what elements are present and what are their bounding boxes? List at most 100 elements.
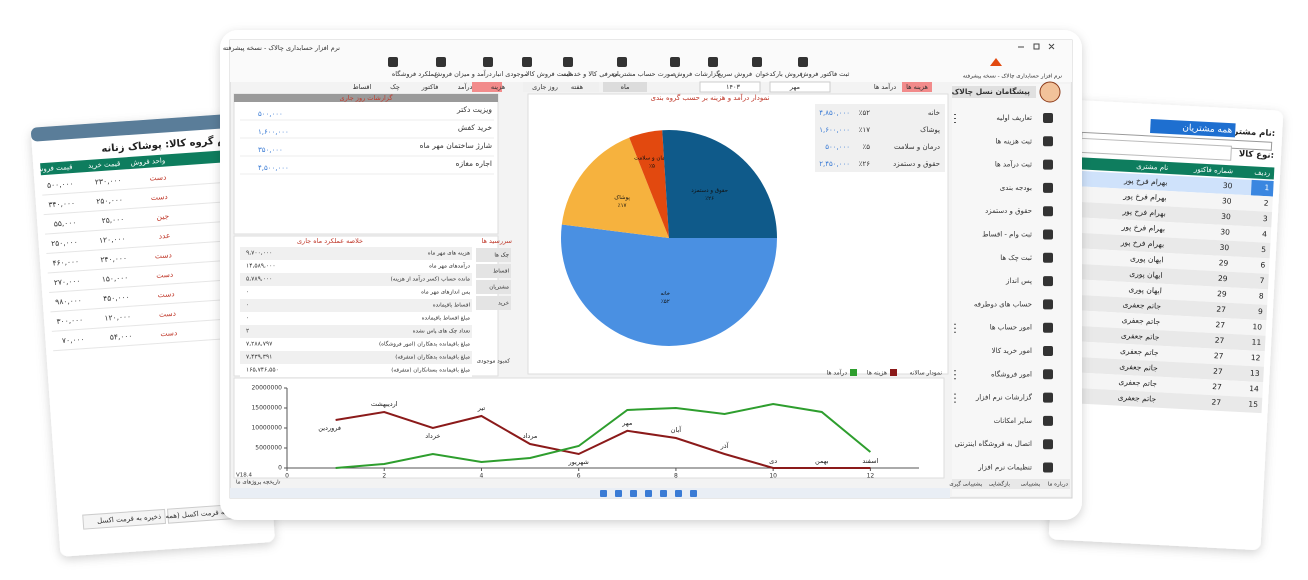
menu-item[interactable]: سایر امکانات bbox=[994, 417, 1033, 425]
menu-icon bbox=[1043, 276, 1053, 287]
period-tab[interactable]: ماه bbox=[621, 83, 630, 91]
tab[interactable]: هزینه ها bbox=[906, 83, 928, 91]
menu-item[interactable]: بودجه بندی bbox=[1000, 184, 1032, 192]
footer-link[interactable]: بازگشایی bbox=[989, 481, 1011, 488]
stock-item: کمبود موجودی bbox=[477, 358, 511, 365]
x-tick-label: 12 bbox=[867, 473, 875, 480]
tab[interactable]: فاکتور bbox=[421, 83, 439, 91]
toolbar-button[interactable]: معرفی کالا و خدمات bbox=[562, 70, 618, 78]
due-box bbox=[476, 280, 511, 294]
toolbar-button[interactable]: موجودی انبار bbox=[492, 70, 528, 78]
menu-item[interactable]: ثبت درآمد ها bbox=[995, 160, 1032, 169]
row bbox=[1067, 309, 1267, 336]
tab[interactable]: هزینه bbox=[491, 83, 506, 91]
legend-percent: ٪۵۲ bbox=[859, 109, 871, 117]
menu-item[interactable]: امور حساب ها bbox=[990, 324, 1032, 332]
footer-link[interactable]: درباره ما bbox=[1048, 482, 1069, 488]
menu-icon bbox=[1043, 206, 1053, 217]
cell: ۲۳۰,۰۰۰ bbox=[95, 176, 122, 187]
menu-item[interactable]: حساب های دوطرفه bbox=[974, 300, 1032, 308]
point-label: آبان bbox=[671, 425, 683, 434]
cell: جاتم جعفری bbox=[1121, 331, 1160, 342]
summary-label: مبلغ باقیمانده بدهکاران (امور فروشگاه) bbox=[379, 341, 470, 348]
cell: ایهان پوری bbox=[1130, 254, 1164, 265]
tab[interactable]: چک bbox=[390, 83, 400, 91]
toolbar-button[interactable]: فروش بارکدخوان bbox=[755, 70, 802, 78]
chart-title: نمودار درآمد و هزینه بر حسب گروه بندی bbox=[651, 93, 770, 102]
period-tab[interactable]: روز جاری bbox=[532, 83, 558, 91]
slice-label: پوشاک bbox=[614, 194, 630, 201]
legend-swatch bbox=[850, 369, 857, 376]
menu-item[interactable]: ثبت هزینه ها bbox=[995, 137, 1032, 145]
menu-item[interactable]: امور خرید کالا bbox=[992, 347, 1032, 355]
cell: ایهان پوری bbox=[1129, 269, 1163, 280]
due-item[interactable]: مشتریان bbox=[489, 285, 509, 291]
menu-item[interactable]: حقوق و دستمزد bbox=[985, 207, 1032, 215]
label[interactable]: همه مشتریان bbox=[1182, 123, 1233, 136]
summary-label: مبلغ باقیمانده بدهکاران (متفرقه) bbox=[395, 354, 470, 361]
toolbar-button[interactable]: صورت حساب مشتریان bbox=[612, 70, 676, 78]
label[interactable]: مهر bbox=[789, 83, 800, 91]
menu-icon bbox=[1043, 369, 1053, 380]
row bbox=[240, 286, 472, 299]
cell: بهرام فرخ پور bbox=[1120, 238, 1165, 249]
cell: بهرام فرخ پور bbox=[1122, 191, 1167, 202]
tab[interactable]: درآمد bbox=[458, 82, 473, 91]
cell: 1 bbox=[1264, 183, 1269, 192]
row-line bbox=[46, 239, 246, 255]
menu-item[interactable]: تنظیمات نرم افزار bbox=[977, 464, 1032, 472]
legend-title: نمودار سالانه bbox=[909, 370, 942, 377]
summary-value: ۰ bbox=[246, 289, 249, 296]
due-item[interactable]: چک ها bbox=[494, 252, 509, 259]
menu-item[interactable]: گزارشات نرم افزار bbox=[975, 393, 1033, 402]
menu-icon bbox=[1043, 159, 1053, 170]
toolbar-button[interactable]: ثبت فاکتور فروش bbox=[801, 70, 850, 78]
footer-link[interactable]: پشتیبانی bbox=[1021, 482, 1041, 488]
due-box bbox=[476, 248, 511, 262]
panel bbox=[233, 377, 945, 479]
cell: 27 bbox=[1211, 398, 1221, 407]
slice-percent: ٪۲۶ bbox=[705, 196, 714, 202]
toolbar-button[interactable]: گزارشات فروش bbox=[674, 70, 720, 78]
footer-link[interactable]: پشتیبانی گیری bbox=[949, 481, 982, 488]
tab[interactable]: درآمد ها bbox=[874, 82, 896, 91]
menu-item[interactable]: ثبت وام - اقساط bbox=[982, 231, 1032, 239]
row bbox=[1067, 325, 1266, 352]
cell: 29 bbox=[1218, 274, 1228, 283]
column-header: ردیف bbox=[1254, 168, 1270, 177]
summary-value: ۱۴,۵۸۹,۰۰۰ bbox=[246, 263, 276, 270]
toolbar-icon bbox=[752, 57, 762, 67]
period-tab[interactable]: هفته bbox=[571, 83, 584, 91]
menu-icon bbox=[1043, 392, 1053, 403]
cell: 30 bbox=[1223, 181, 1233, 190]
toolbar-button[interactable]: عملکرد فروشگاه bbox=[392, 70, 438, 78]
row bbox=[240, 338, 472, 351]
cell: 29 bbox=[1219, 258, 1229, 267]
row bbox=[1071, 232, 1271, 259]
toolbar-button[interactable]: قیمت فروش کالا bbox=[526, 70, 572, 78]
tab[interactable]: اقساط bbox=[353, 83, 372, 91]
menu-item[interactable]: پس انداز bbox=[1005, 277, 1032, 285]
due-item[interactable]: اقساط bbox=[493, 269, 509, 275]
toolbar-button[interactable]: فروش سریع bbox=[718, 70, 752, 78]
menu-item[interactable]: اتصال به فروشگاه اینترنتی bbox=[954, 439, 1032, 448]
menu-item[interactable]: تعاریف اولیه bbox=[996, 114, 1032, 122]
menu-item[interactable]: ثبت چک ها bbox=[1000, 254, 1032, 262]
taskbar-icon bbox=[615, 490, 622, 497]
cell: 30 bbox=[1219, 243, 1229, 252]
label: سررسید ها bbox=[482, 237, 512, 245]
menu-icon bbox=[1043, 346, 1053, 356]
label: نوع کالا: bbox=[1239, 149, 1275, 161]
slice-percent: ٪۵ bbox=[649, 164, 655, 170]
menu-item[interactable]: امور فروشگاه bbox=[991, 369, 1032, 378]
summary-label: اقساط باقیمانده bbox=[433, 303, 471, 309]
label[interactable]: ۱۴۰۳ bbox=[726, 83, 740, 91]
toolbar-button[interactable]: درآمد و میزان فروش bbox=[434, 69, 492, 78]
legend-amount: ۲,۴۵۰,۰۰۰ bbox=[819, 160, 850, 168]
summary-label: درآمدهای مهر ماه bbox=[429, 263, 470, 270]
due-item[interactable]: خرید bbox=[498, 301, 509, 307]
select bbox=[1150, 118, 1236, 138]
